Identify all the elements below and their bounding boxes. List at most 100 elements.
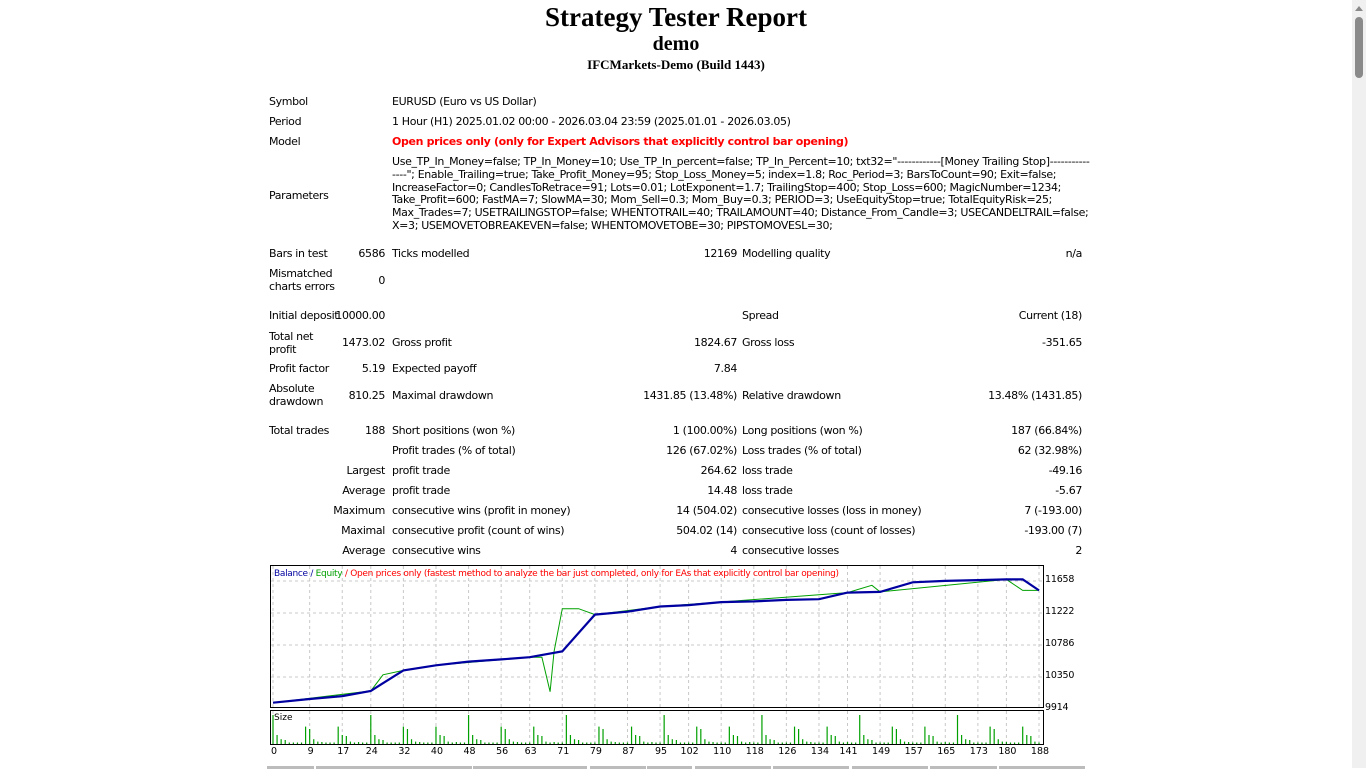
label: consecutive wins (profit in money) [392, 504, 571, 517]
label: Maximum [333, 504, 385, 517]
value: 5.19 [361, 362, 385, 375]
x-tick-label: 126 [778, 746, 797, 757]
legend-separator: / [307, 569, 316, 579]
parameters-value: Use_TP_In_Money=false; TP_In_Money=10; U… [392, 155, 1090, 232]
x-tick-label: 188 [1030, 746, 1050, 757]
x-tick-label: 95 [655, 746, 668, 757]
legend-separator: / [342, 569, 351, 579]
label: profit trade [392, 464, 450, 477]
page-title: Strategy Tester Report [545, 2, 807, 32]
label: Profit trades (% of total) [392, 444, 516, 457]
value: 126 (67.02%) [666, 444, 737, 457]
scroll-thumb[interactable] [1355, 17, 1363, 78]
value: -5.67 [1055, 484, 1082, 497]
report-subtitle: demo [652, 33, 700, 55]
label: Average [342, 544, 385, 557]
size-bars [272, 711, 1040, 744]
y-tick-label: 11222 [1045, 606, 1075, 617]
label: Gross loss [742, 336, 795, 349]
label: Short positions (won %) [392, 424, 515, 437]
label: charts errors [269, 280, 335, 293]
x-tick-label: 141 [839, 746, 858, 757]
scroll-up-arrow-icon[interactable] [1355, 6, 1363, 11]
y-tick-label: 10350 [1045, 670, 1075, 681]
value: 13.48% (1431.85) [988, 389, 1082, 402]
label: Ticks modelled [392, 247, 470, 260]
label: drawdown [269, 395, 324, 408]
label: consecutive losses (loss in money) [742, 504, 922, 517]
label: Parameters [269, 189, 329, 202]
value: 62 (32.98%) [1017, 444, 1083, 457]
label: profit trade [392, 484, 450, 497]
label: Mismatched [269, 267, 333, 280]
x-tick-label: 87 [622, 746, 635, 757]
label: Average [342, 484, 385, 497]
label: Total net [269, 330, 314, 343]
value: 12169 [703, 247, 738, 260]
label: Symbol [269, 95, 308, 108]
value: 1 Hour (H1) 2025.01.02 00:00 - 2026.03.0… [392, 115, 791, 128]
label: Relative drawdown [742, 389, 841, 402]
value: 187 (66.84%) [1011, 424, 1082, 437]
size-label: Size [274, 713, 293, 723]
label: Total trades [269, 424, 330, 437]
label: Largest [346, 464, 385, 477]
value: 264.62 [700, 464, 738, 477]
label: profit [269, 343, 297, 356]
value: 14.48 [707, 484, 737, 497]
label: Loss trades (% of total) [742, 444, 862, 457]
value: 7 (-193.00) [1024, 504, 1082, 517]
label: Long positions (won %) [742, 424, 863, 437]
value: 2 [1075, 544, 1082, 557]
label: Profit factor [269, 362, 329, 375]
value: -351.65 [1041, 336, 1082, 349]
value: EURUSD (Euro vs US Dollar) [392, 95, 537, 108]
label: loss trade [742, 464, 793, 477]
x-tick-label: 63 [524, 746, 537, 757]
x-tick-label: 17 [337, 746, 350, 757]
label: loss trade [742, 484, 793, 497]
x-tick-label: 32 [398, 746, 411, 757]
value: 504.02 (14) [676, 524, 737, 537]
value: 1 (100.00%) [672, 424, 738, 437]
label: Period [269, 115, 302, 128]
label: Initial deposit [269, 309, 339, 322]
label: Modelling quality [742, 247, 831, 260]
label: consecutive profit (count of wins) [392, 524, 565, 537]
label: Model [269, 135, 301, 148]
value: 810.25 [348, 389, 386, 402]
y-tick-label: 11658 [1045, 574, 1075, 585]
value: 14 (504.02) [676, 504, 737, 517]
value: n/a [1065, 247, 1083, 260]
label: Expected payoff [392, 362, 477, 375]
value: 7.84 [713, 362, 737, 375]
label: consecutive wins [392, 544, 481, 557]
x-tick-label: 110 [713, 746, 732, 757]
value: 1431.85 (13.48%) [643, 389, 737, 402]
x-tick-label: 149 [872, 746, 891, 757]
balance-equity-chart: Balance / Equity / Open prices only (fas… [270, 565, 1044, 708]
value: -193.00 (7) [1024, 524, 1082, 537]
vertical-scrollbar[interactable] [1352, 0, 1366, 768]
value: Open prices only (only for Expert Adviso… [392, 135, 849, 148]
x-tick-label: 0 [270, 746, 278, 757]
trade-size-chart: Size [270, 710, 1044, 745]
value: 1473.02 [341, 336, 385, 349]
value: 0 [378, 274, 385, 287]
x-tick-label: 9 [307, 746, 314, 757]
x-tick-label: 102 [680, 746, 699, 757]
label: Gross profit [392, 336, 452, 349]
x-tick-label: 79 [589, 746, 602, 757]
label: Bars in test [269, 247, 328, 260]
y-tick-label: 9914 [1045, 702, 1069, 713]
value: -49.16 [1048, 464, 1083, 477]
legend-balance: Balance [274, 569, 308, 579]
x-tick-label: 56 [496, 746, 509, 757]
x-tick-label: 118 [745, 746, 764, 757]
label: Maximal [341, 524, 385, 537]
x-tick-label: 48 [463, 746, 476, 757]
value: Current (18) [1018, 309, 1083, 322]
x-tick-label: 134 [810, 746, 830, 757]
value: 10000.00 [335, 309, 385, 322]
label: Absolute [269, 382, 315, 395]
